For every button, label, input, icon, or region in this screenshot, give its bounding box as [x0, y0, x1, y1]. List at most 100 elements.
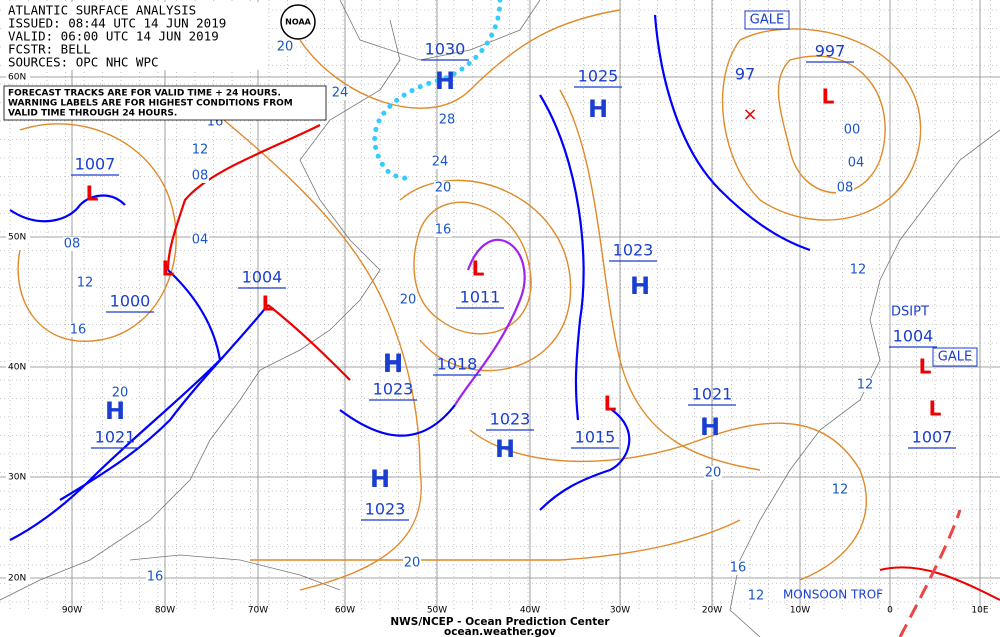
center-pressure: 1023	[373, 380, 414, 399]
isobar-label: 20	[112, 386, 129, 401]
warning-box	[744, 10, 790, 30]
lon-label: 60W	[335, 606, 355, 616]
isobar-label: 20	[705, 466, 722, 481]
warning-box	[932, 347, 978, 367]
lon-label: 80W	[155, 606, 175, 616]
cold-front	[59, 304, 269, 501]
isobar-label-box	[111, 386, 129, 400]
isobar	[559, 89, 761, 471]
center-symbol: H	[588, 95, 608, 123]
forecast-position: ×	[742, 104, 757, 125]
labels: 60N 50N 40N 30N 20N 90W 80W 70W 60W 50W 40W 30W 20W 1…	[6, 10, 989, 616]
header-forecaster: FCSTR: BELL	[8, 42, 91, 57]
warning-label: GALE	[750, 13, 784, 28]
warning-label: GALE	[938, 350, 972, 365]
center-pressure: 1025	[578, 67, 619, 86]
header-title: ATLANTIC SURFACE ANALYSIS	[8, 3, 196, 18]
center-pressure: 1030	[425, 40, 466, 59]
center-pressure: 1018	[437, 355, 478, 374]
header-issued: ISSUED: 08:44 UTC 14 JUN 2019	[8, 16, 226, 31]
center-pressure: 1007	[912, 428, 953, 447]
isobar-label: 16	[435, 223, 452, 238]
lat-label: 60N	[8, 73, 26, 83]
lon-label: 10E	[971, 606, 988, 616]
isobar-label-box	[847, 156, 865, 170]
isobar	[199, 99, 422, 591]
center-symbol: H	[630, 272, 650, 300]
center-symbol: H	[700, 413, 720, 441]
coast-greenland	[339, 0, 541, 61]
center-pressure: 1000	[110, 292, 151, 311]
center-symbol: L	[822, 85, 835, 109]
isobars	[17, 9, 922, 591]
cold-front	[539, 94, 585, 421]
isobar-label: 08	[64, 237, 81, 252]
ice-edge	[372, 0, 503, 183]
lat-label: 40N	[8, 363, 26, 373]
logo-text: NOAA	[285, 18, 311, 27]
footer-center: NWS/NCEP - Ocean Prediction Center	[390, 616, 610, 628]
center-pressure: 1023	[365, 500, 406, 519]
center-symbol: L	[262, 292, 275, 316]
fronts	[9, 0, 1000, 637]
note-box	[3, 85, 327, 121]
cold-front	[9, 194, 126, 223]
isobar-label-box	[276, 40, 294, 54]
isobar-label: 12	[850, 263, 867, 278]
isobar-label-box	[843, 123, 861, 137]
center-pressure: 1023	[490, 410, 531, 429]
lon-label: 90W	[62, 606, 82, 616]
lat-label-box	[6, 572, 30, 584]
isobar-label: 20	[435, 181, 452, 196]
lon-label: 0	[887, 606, 893, 616]
isobar-label-box	[191, 233, 209, 247]
cold-front	[339, 404, 456, 437]
warm-front	[267, 304, 351, 381]
center-symbol: H	[383, 349, 403, 377]
center-pressure: 1021	[95, 428, 136, 447]
cold-front	[653, 14, 811, 252]
isobar-label: 24	[432, 155, 449, 170]
isobar-label-box	[76, 276, 94, 290]
isobar	[469, 422, 867, 581]
isobar-label: 12	[77, 276, 94, 291]
lat-label: 50N	[8, 233, 26, 243]
warning-label: DSIPT	[891, 305, 929, 320]
center-pressure: 1007	[75, 155, 116, 174]
lat-label-box	[6, 361, 30, 373]
feature-label: MONSOON TROF	[783, 588, 883, 602]
isobar-label: 16	[70, 323, 87, 338]
isobar-label: 24	[332, 86, 349, 101]
isobar-label-box	[399, 293, 417, 307]
isobar-label: 20	[404, 556, 421, 571]
isobar	[413, 201, 532, 335]
header-valid: VALID: 06:00 UTC 14 JUN 2019	[8, 29, 219, 44]
center-pressure: 1004	[893, 327, 934, 346]
isobar-label: 00	[844, 123, 861, 138]
center-pressure: 1023	[613, 241, 654, 260]
isobar-label: 20	[277, 40, 294, 55]
center-pressure: 997	[815, 42, 846, 61]
center-symbol: L	[604, 392, 617, 416]
isobar-label: 08	[837, 181, 854, 196]
isobar-label: 08	[192, 169, 209, 184]
isobar	[17, 123, 177, 342]
isobar-label-box	[431, 155, 449, 169]
isobar-label: 04	[848, 156, 865, 171]
note-line: FORECAST TRACKS ARE FOR VALID TIME + 24 …	[8, 89, 281, 99]
isobar-label-box	[403, 556, 421, 570]
cold-front	[9, 269, 222, 541]
forecast-pressure: 97	[735, 65, 755, 84]
grid	[0, 0, 1000, 612]
isobar	[250, 519, 741, 561]
isobar	[721, 28, 922, 221]
isobar-label: 04	[192, 233, 209, 248]
coast-caribbean	[129, 554, 341, 591]
isobar	[299, 9, 621, 109]
isobar-label-box	[63, 237, 81, 251]
center-symbol: H	[383, 350, 403, 378]
logo	[280, 4, 316, 40]
lat-label-box	[6, 471, 30, 483]
footer-site: ocean.weather.gov	[444, 626, 556, 637]
center-symbol: H	[370, 465, 390, 493]
